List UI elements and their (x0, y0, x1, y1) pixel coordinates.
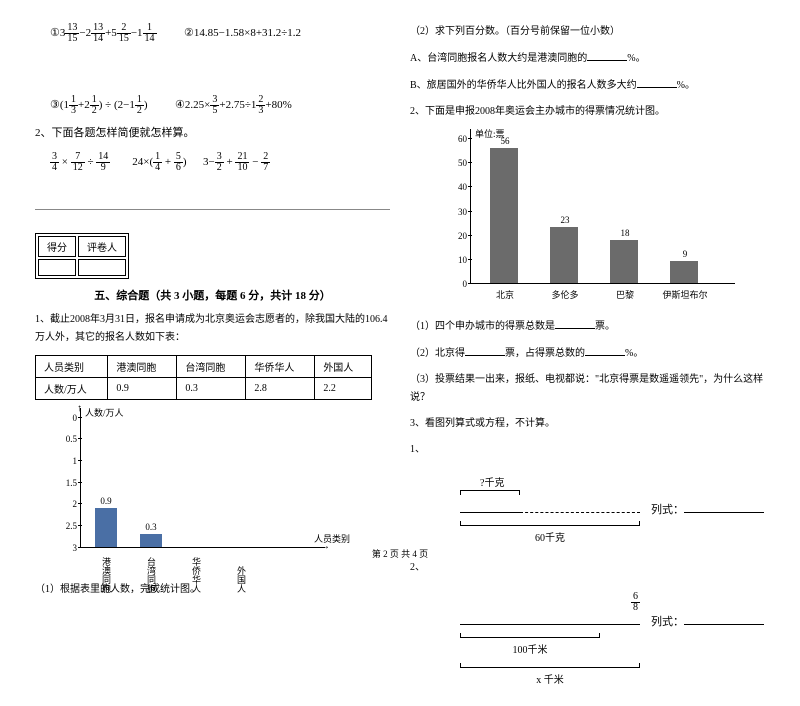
diagram-2: 68 列式： 100千米 x 千米 (460, 592, 765, 686)
q5-1-sub: （1）根据表里的人数，完成统计图。 (35, 581, 390, 599)
sub1: （1）四个申办城市的得票总数是票。 (410, 317, 765, 336)
data-table: 人员类别 港澳同胞 台湾同胞 华侨华人 外国人 人数/万人 0.9 0.3 2.… (35, 355, 372, 400)
section-5-title: 五、综合题（共 3 小题，每题 6 分，共计 18 分） (35, 287, 390, 303)
qA: A、台湾同胞报名人数大约是港澳同胞的%。 (410, 49, 765, 68)
q3-text: 3、看图列算式或方程，不计算。 (410, 415, 765, 433)
q2-text: 2、下面各题怎样简便就怎样算。 (35, 124, 390, 144)
q2-equations: 34 × 712 ÷ 149 24×(14 + 56) 3−32 + 2110 … (35, 152, 390, 173)
right-column: （2）求下列百分数。（百分号前保留一位小数） A、台湾同胞报名人数大约是港澳同胞… (400, 15, 775, 701)
chart-2: 单位:票 6050403020100 5623189 北京多伦多巴黎伊斯坦布尔 (445, 129, 745, 309)
q3-1: 1、 (410, 441, 765, 459)
page-footer: 第 2 页 共 4 页 (0, 547, 800, 560)
qB: B、旅居国外的华侨华人比外国人的报名人数多大约%。 (410, 76, 765, 95)
equation-3: ③(113+212) ÷ (2−112) ④2.25×35+2.75÷123+8… (35, 95, 390, 116)
q2-sub: （2）求下列百分数。（百分号前保留一位小数） (410, 23, 765, 41)
sub3: （3）投票结果一出来，报纸、电视都说："北京得票是数遥遥领先"，为什么这样说？ (410, 371, 765, 407)
equation-1: ①31315−21314+5215−1114 ②14.85−1.58×8+31.… (35, 23, 390, 44)
divider (35, 209, 390, 210)
q5-1-text: 1、截止2008年3月31日，报名申请成为北京奥运会志愿者的，除我国大陆的106… (35, 311, 390, 347)
sub2: （2）北京得票，占得票总数的%。 (410, 344, 765, 363)
q3-2: 2、 (410, 559, 765, 577)
diagram-1: ?千克 列式： 60千克 (460, 474, 765, 544)
left-column: ①31315−21314+5215−1114 ②14.85−1.58×8+31.… (25, 15, 400, 701)
q2-chart-text: 2、下面是申报2008年奥运会主办城市的得票情况统计图。 (410, 103, 765, 121)
score-box: 得分评卷人 (35, 233, 129, 279)
